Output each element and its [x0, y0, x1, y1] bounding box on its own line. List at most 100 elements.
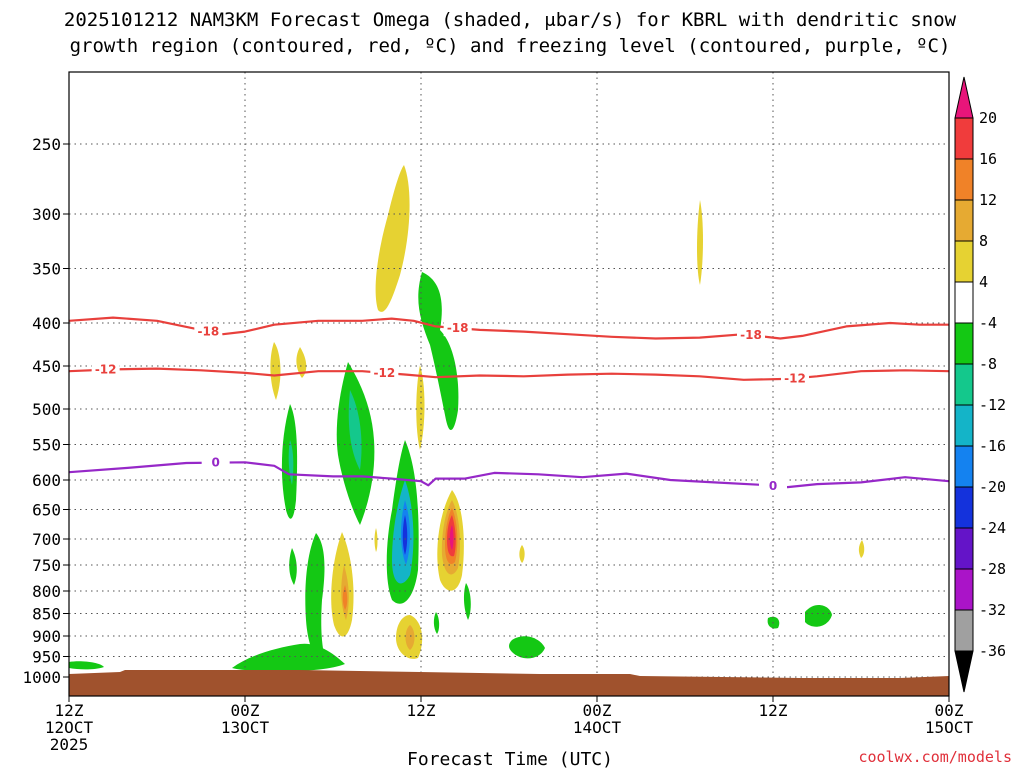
colorbar-swatch-13 [954, 609, 974, 652]
omega-region-yellow-upper [375, 165, 410, 312]
colorbar-tick-4: 4 [979, 273, 988, 291]
x-tick-label-3-0: 00Z [583, 701, 612, 720]
colorbar-tick-1: 16 [979, 150, 997, 168]
omega-region-green-blob-far-right [805, 604, 832, 627]
colorbar-tick-13: -36 [979, 642, 1006, 660]
contour-label-1-0: -12 [95, 363, 117, 377]
y-tick-label-250: 250 [32, 135, 61, 154]
contour-label-1-1: -12 [373, 366, 395, 380]
y-tick-label-550: 550 [32, 436, 61, 455]
contour-label-0-0: -18 [197, 324, 219, 338]
colorbar-swatch-6 [954, 322, 974, 365]
omega-region-gold-sfc-center [405, 625, 415, 650]
y-tick-label-400: 400 [32, 314, 61, 333]
colorbar-swatch-9 [954, 445, 974, 488]
omega-region-green-sfc-left [69, 661, 104, 670]
contour-line-0 [69, 316, 949, 340]
x-tick-label-4-0: 12Z [759, 701, 788, 720]
contour-labels: -18 -18 -18 -12 -12 -12 0 0 [91, 320, 809, 494]
colorbar-swatch-4 [954, 240, 974, 283]
y-tick-label-700: 700 [32, 530, 61, 549]
contour-line-2 [69, 461, 949, 489]
contour-label-2-0: 0 [211, 456, 219, 470]
contour-label-0-1: -18 [447, 321, 469, 335]
omega-region-teal-mid [348, 390, 362, 470]
colorbar-tick-7: -12 [979, 396, 1006, 414]
contour-label-bg-2-0 [201, 454, 230, 471]
colorbar-swatch-1 [954, 117, 974, 160]
colorbar-swatch-10 [954, 486, 974, 529]
x-tick-label-3-1: 14OCT [573, 718, 622, 737]
y-tick-label-900: 900 [32, 627, 61, 646]
colorbar-tick-10: -24 [979, 519, 1006, 537]
y-tick-label-600: 600 [32, 471, 61, 490]
omega-region-magenta-core-right [449, 525, 454, 550]
x-axis-label: Forecast Time (UTC) [407, 749, 613, 768]
omega-region-green-sfc-mid [232, 643, 345, 672]
contour-label-bg-1-2 [781, 370, 809, 387]
omega-region-orange-low-left [342, 585, 348, 610]
y-tick-label-1000: 1000 [22, 668, 61, 687]
contour-label-0-2: -18 [740, 328, 762, 342]
x-tick-label-5-1: 15OCT [925, 718, 974, 737]
omega-region-yellow-dot-b [858, 540, 865, 558]
omega-region-yellow-upper-small [697, 200, 703, 285]
contour-label-bg-0-2 [737, 327, 765, 344]
omega-shading [69, 165, 865, 672]
contour-label-bg-1-1 [370, 364, 399, 381]
colorbar-tick-3: 8 [979, 232, 988, 250]
colorbar-swatch-3 [954, 199, 974, 242]
colorbar-swatch-11 [954, 527, 974, 570]
terrain-surface [69, 670, 949, 696]
colorbar-swatch-7 [954, 363, 974, 406]
colorbar-swatch-8 [954, 404, 974, 447]
y-tick-label-750: 750 [32, 556, 61, 575]
colorbar-tick-0: 20 [979, 109, 997, 127]
colorbar-swatch-12 [954, 568, 974, 611]
contour-label-bg-0-1 [443, 320, 472, 337]
x-tick-label-2-0: 12Z [407, 701, 436, 720]
omega-region-green-small-b [463, 583, 471, 620]
y-tick-label-950: 950 [32, 648, 61, 667]
omega-region-darkblue-core [402, 515, 408, 555]
contour-label-bg-2-1 [759, 477, 787, 494]
omega-region-green-small-a [289, 548, 297, 585]
colorbar-swatch-14 [954, 650, 974, 693]
colorbar-tick-9: -20 [979, 478, 1006, 496]
x-tick-label-5-0: 00Z [935, 701, 964, 720]
colorbar-swatch-2 [954, 158, 974, 201]
colorbar-tick-12: -32 [979, 601, 1006, 619]
omega-region-green-stem [305, 533, 328, 666]
contour-label-1-2: -12 [784, 371, 806, 385]
y-tick-label-300: 300 [32, 205, 61, 224]
y-tick-label-350: 350 [32, 260, 61, 279]
omega-region-yellow-left-a [270, 342, 281, 400]
omega-region-yellow-dot-a [519, 545, 525, 563]
colorbar-tick-2: 12 [979, 191, 997, 209]
y-tick-label-850: 850 [32, 605, 61, 624]
credit-text: coolwx.com/models [858, 748, 1012, 766]
x-tick-label-0-0: 12Z [55, 701, 84, 720]
colorbar: 20 16 12 8 4 -4 -8 -12 -16 -20 -24 -28 -32 -36 [954, 76, 1006, 693]
omega-region-yellow-left-b [296, 347, 307, 378]
x-tick-label-0-1: 12OCT [45, 718, 94, 737]
contour-label-2-1: 0 [769, 479, 777, 493]
y-axis-ticks: 250 300 350 400 450 500 550 600 650 700 750 800 850 9… [22, 135, 69, 687]
omega-region-green-blob-right [509, 636, 545, 659]
contour-label-bg-1-0 [91, 361, 120, 378]
x-tick-label-0-2: 2025 [50, 735, 89, 754]
omega-region-green-small-c [433, 612, 440, 634]
y-tick-label-650: 650 [32, 501, 61, 520]
plot-area [69, 72, 949, 696]
chart-title-line-2: growth region (contoured, red, ºC) and f… [70, 35, 951, 57]
x-tick-label-1-1: 13OCT [221, 718, 270, 737]
omega-region-green-right [418, 272, 459, 431]
colorbar-tick-5: -4 [979, 314, 997, 332]
y-tick-label-450: 450 [32, 357, 61, 376]
chart-title-line-1: 2025101212 NAM3KM Forecast Omega (shaded… [64, 9, 957, 31]
plot-frame [68, 71, 950, 697]
omega-region-yellow-mid [416, 365, 425, 450]
colorbar-tick-6: -8 [979, 355, 997, 373]
